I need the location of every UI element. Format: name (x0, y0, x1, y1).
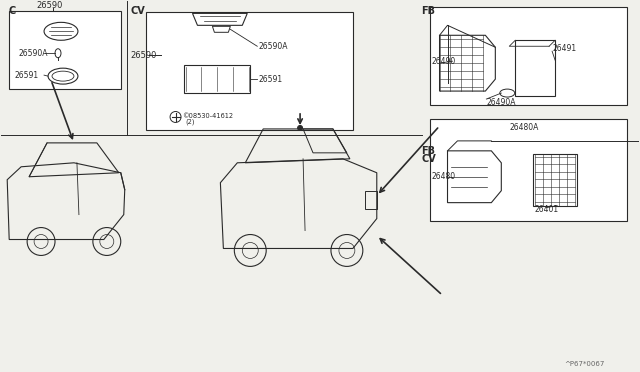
Text: 26590: 26590 (131, 51, 157, 60)
Bar (146, 12, 353, 130)
Text: 26590A: 26590A (258, 42, 288, 51)
Text: ^P67*0067: ^P67*0067 (564, 361, 604, 367)
Circle shape (298, 125, 303, 131)
Bar (429, 119, 627, 221)
Text: 26491: 26491 (552, 44, 576, 53)
Text: 26591: 26591 (258, 75, 282, 84)
Text: ©08530-41612: ©08530-41612 (182, 113, 234, 119)
Text: 26490A: 26490A (486, 97, 516, 106)
Text: CV: CV (422, 154, 436, 164)
Bar (9, 12, 121, 89)
Text: CV: CV (131, 6, 145, 16)
Text: 26590: 26590 (36, 1, 63, 10)
Text: C: C (8, 6, 15, 16)
Text: 26480: 26480 (431, 172, 456, 181)
Bar (365, 191, 377, 209)
Text: 26591: 26591 (14, 71, 38, 80)
Text: 26401: 26401 (534, 205, 558, 214)
Text: 26490: 26490 (431, 57, 456, 66)
Text: (2): (2) (186, 119, 195, 125)
Text: 26590A: 26590A (18, 49, 47, 58)
Text: 26480A: 26480A (509, 124, 539, 132)
Bar (429, 7, 627, 105)
Text: FB: FB (422, 146, 436, 156)
Text: FB: FB (422, 6, 436, 16)
